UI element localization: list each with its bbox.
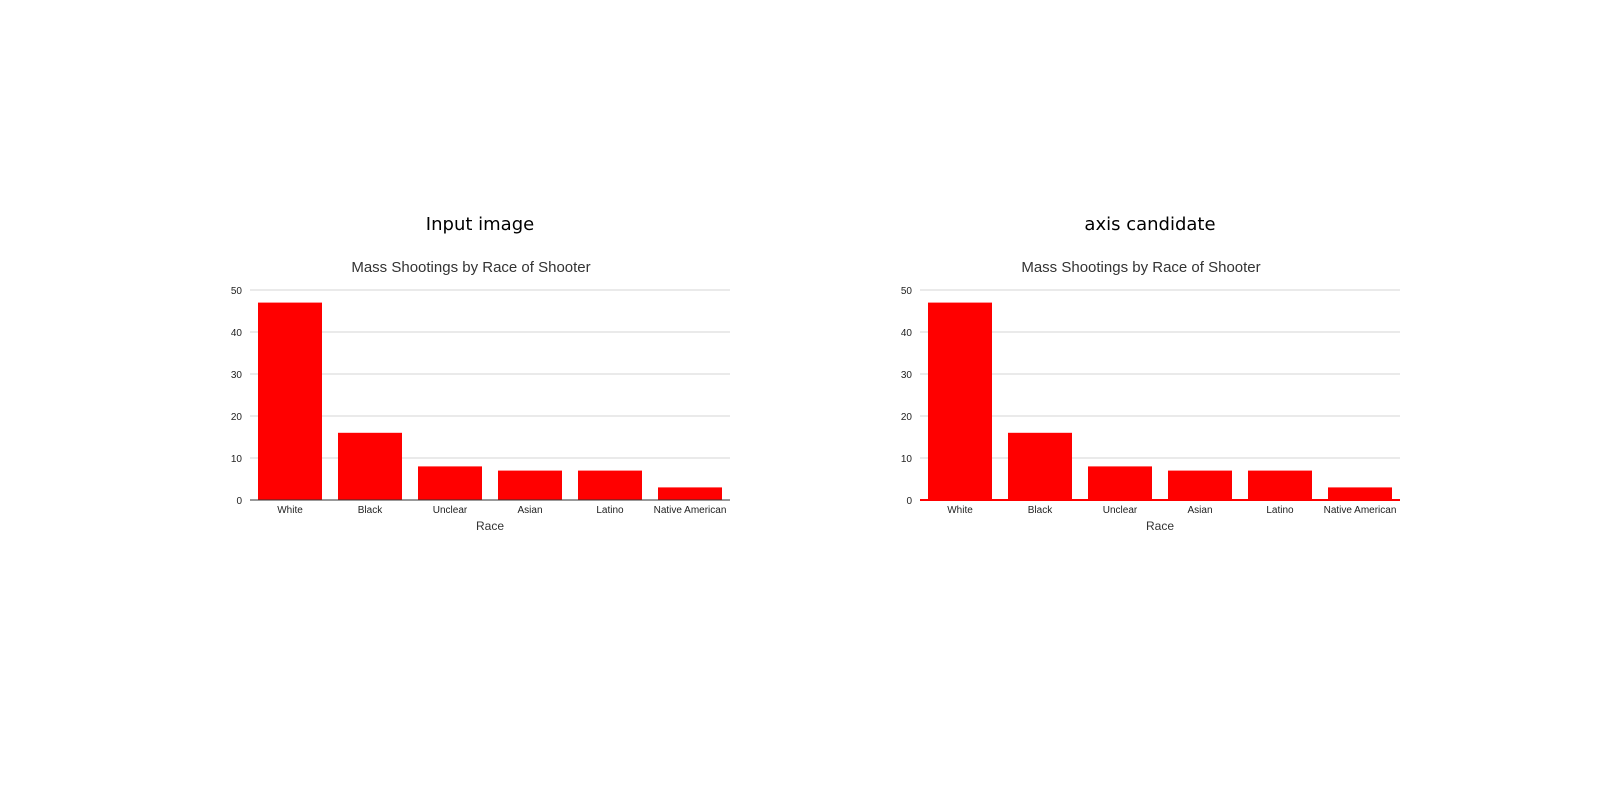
bar-unclear [418,466,482,500]
y-tick-label: 50 [231,286,243,297]
bar-white [928,303,992,500]
bar-black [1008,433,1072,500]
y-tick-label: 0 [906,496,912,507]
y-tick-label: 10 [231,454,243,465]
axis-candidate-panel: axis candidate Mass Shootings by Race of… [850,210,1450,550]
bar-asian [1168,471,1232,500]
x-tick-label: Unclear [1103,505,1138,516]
x-tick-label: Black [358,505,383,516]
x-tick-label: Native American [1324,505,1397,516]
panel-heading: axis candidate [850,214,1450,235]
x-tick-label: Black [1028,505,1053,516]
x-tick-label: Latino [596,505,624,516]
bar-white [258,303,322,500]
x-tick-label: Native American [654,505,727,516]
bar-latino [1248,471,1312,500]
bar-asian [498,471,562,500]
x-tick-label: White [277,505,303,516]
bar-unclear [1088,466,1152,500]
bar-black [338,433,402,500]
x-tick-label: White [947,505,973,516]
x-tick-label: Unclear [433,505,468,516]
x-axis-title: Race [476,519,504,533]
y-tick-label: 40 [231,328,243,339]
y-tick-label: 40 [901,328,913,339]
y-tick-label: 30 [231,370,243,381]
chart-title: Mass Shootings by Race of Shooter [1021,259,1260,276]
y-tick-label: 20 [231,412,243,423]
x-tick-label: Asian [517,505,542,516]
x-tick-label: Latino [1266,505,1294,516]
bar-native-american [1328,487,1392,500]
y-tick-label: 0 [236,496,242,507]
bar-chart: Mass Shootings by Race of Shooter 0 10 20 30… [180,250,780,550]
y-tick-label: 10 [901,454,913,465]
bar-chart: Mass Shootings by Race of Shooter 0 10 20 30… [850,250,1450,550]
chart-title: Mass Shootings by Race of Shooter [351,259,590,276]
bar-latino [578,471,642,500]
panel-heading: Input image [180,214,780,235]
x-tick-label: Asian [1187,505,1212,516]
y-tick-label: 50 [901,286,913,297]
x-axis-title: Race [1146,519,1174,533]
y-tick-label: 20 [901,412,913,423]
y-tick-label: 30 [901,370,913,381]
input-image-panel: Input image Mass Shootings by Race of Sh… [180,210,780,550]
bar-native-american [658,487,722,500]
